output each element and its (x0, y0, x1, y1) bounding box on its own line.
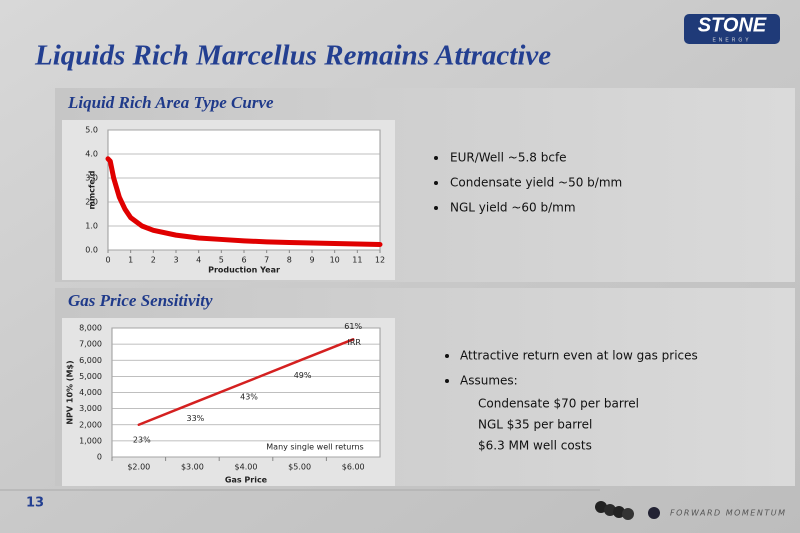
point-label: 49% (294, 371, 312, 380)
bullet: Condensate yield ~50 b/mm (450, 176, 622, 190)
x-tick-label: 0 (105, 256, 110, 265)
y-tick-label: 0.0 (85, 246, 98, 255)
slide-title: Liquids Rich Marcellus Remains Attractiv… (34, 40, 551, 72)
x-tick-label: 12 (375, 256, 385, 265)
section-title: Liquid Rich Area Type Curve (67, 93, 274, 112)
bullet-dot (445, 379, 449, 383)
x-tick-label: 8 (287, 256, 292, 265)
bullet: EUR/Well ~5.8 bcfe (450, 151, 567, 165)
y-tick-label: 7,000 (79, 340, 102, 349)
x-tick-label: 11 (352, 256, 362, 265)
point-label-title: IRR (347, 338, 361, 347)
logo-sub: ENERGY (712, 37, 751, 43)
bullet-dot (434, 206, 438, 210)
x-tick-label: 2 (151, 256, 156, 265)
y-tick-label: 2.0 (85, 198, 98, 207)
logo: STONE (698, 14, 767, 36)
x-tick-label: 5 (219, 256, 224, 265)
x-tick-label: 3 (173, 256, 178, 265)
bullet: NGL yield ~60 b/mm (450, 201, 576, 215)
x-axis-label: Production Year (208, 266, 280, 275)
y-tick-label: 8,000 (79, 324, 102, 333)
sub-bullet: NGL $35 per barrel (478, 418, 592, 432)
bullet-dot (445, 354, 449, 358)
point-label: 33% (187, 414, 205, 423)
plot-area (107, 129, 381, 251)
y-tick-label: 4,000 (79, 388, 102, 397)
sub-bullet: $6.3 MM well costs (478, 439, 592, 453)
y-tick-label: 3.0 (85, 174, 98, 183)
x-tick-label: $6.00 (342, 463, 365, 472)
x-tick-label: $2.00 (127, 463, 150, 472)
y-tick-label: 5,000 (79, 372, 102, 381)
point-label: 23% (133, 435, 151, 444)
point-label: 61% (344, 322, 362, 331)
x-tick-label: 7 (264, 256, 269, 265)
footer: FORWARD MOMENTUM (670, 509, 787, 518)
y-tick-label: 1,000 (79, 436, 102, 445)
x-tick-label: $3.00 (181, 463, 204, 472)
y-tick-label: 2,000 (79, 420, 102, 429)
x-tick-label: 10 (330, 256, 340, 265)
logo-box (684, 14, 780, 44)
bullet-dot (434, 156, 438, 160)
y-tick-label: 1.0 (85, 222, 98, 231)
y-tick-label: 0 (97, 453, 102, 462)
x-tick-label: 1 (128, 256, 133, 265)
x-tick-label: $4.00 (235, 463, 258, 472)
x-tick-label: $5.00 (288, 463, 311, 472)
section-title: Gas Price Sensitivity (68, 291, 213, 310)
bullet: Attractive return even at low gas prices (460, 349, 698, 363)
bullet: Assumes: (460, 374, 518, 388)
page-number: 13 (26, 496, 44, 511)
x-tick-label: 4 (196, 256, 201, 265)
bullet-dot (434, 181, 438, 185)
sub-bullet: Condensate $70 per barrel (478, 397, 639, 411)
y-tick-label: 6,000 (79, 356, 102, 365)
line (137, 338, 355, 426)
note: Many single well returns (266, 443, 363, 452)
y-axis-label: mmcfe/d (88, 170, 97, 209)
x-tick-label: 9 (309, 256, 314, 265)
balls (595, 501, 660, 520)
y-tick-label: 3,000 (79, 404, 102, 413)
x-axis-label: Gas Price (225, 476, 268, 485)
line (105, 156, 383, 247)
y-tick-label: 5.0 (85, 126, 98, 135)
y-axis-label: NPV 10% (M$) (66, 360, 75, 424)
point-label: 43% (240, 393, 258, 402)
x-tick-label: 6 (241, 256, 246, 265)
y-tick-label: 4.0 (85, 150, 98, 159)
